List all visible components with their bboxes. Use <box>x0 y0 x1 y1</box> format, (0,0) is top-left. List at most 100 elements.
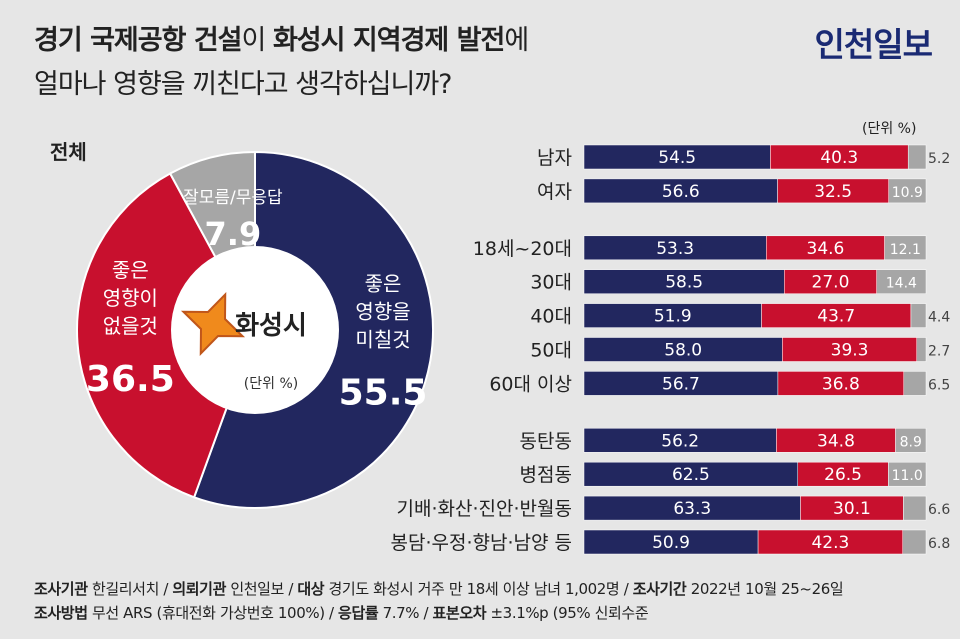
bar-segment <box>907 144 927 170</box>
bar-segment <box>757 529 903 555</box>
bar-row: 병점동 62.5 26.5 11.0 <box>520 461 927 487</box>
bar-segment <box>583 337 783 362</box>
pie-title: 전체 <box>50 140 87 164</box>
bar-segment <box>910 303 927 328</box>
footer-line-2: 조사방법 무선 ARS (휴대전화 가상번호 100%) / 응답률 7.7% … <box>34 602 649 623</box>
bar-value-label: 10.9 <box>892 185 923 201</box>
category-label: 60대 이상 <box>489 373 572 395</box>
chart-subtitle: 얼마나 영향을 끼친다고 생각하십니까? <box>34 69 453 100</box>
bar-segment <box>777 178 889 204</box>
footer-value: 한길리서치 / <box>87 580 173 598</box>
bar-value-label: 56.6 <box>662 182 700 202</box>
bar-value-label: 6.5 <box>928 377 950 393</box>
bar-row: 18세~20대 53.3 34.6 12.1 <box>473 235 927 261</box>
bar-segment <box>895 428 927 453</box>
bar-segment <box>888 461 927 487</box>
bar-segment <box>782 337 918 362</box>
bar-segment <box>884 235 927 261</box>
category-label: 병점동 <box>520 464 572 486</box>
bar-segment <box>583 178 778 204</box>
bar-value-label: 34.6 <box>807 239 845 259</box>
footer-key: 조사기관 <box>34 580 88 598</box>
bar-value-label: 2.7 <box>928 344 950 360</box>
pie-center-unit: (단위 %) <box>244 376 298 392</box>
bar-unit-label: (단위 %) <box>862 121 917 137</box>
bar-segment <box>797 461 889 487</box>
bar-row: 50대 58.0 39.3 2.7 <box>530 337 950 362</box>
footer-key: 조사기간 <box>632 580 687 598</box>
bar-value-label: 63.3 <box>673 499 711 519</box>
bar-value-label: 53.3 <box>656 239 694 259</box>
pie-slice-name: 좋은 <box>112 258 149 282</box>
footer-key: 의뢰기관 <box>172 580 226 598</box>
pie-slice-name: 잘모름/무응답 <box>183 188 283 208</box>
pie-center-label: 화성시 <box>235 311 307 341</box>
bar-row: 기배·화산·진안·반월동 63.3 30.1 6.6 <box>397 495 950 521</box>
category-label: 18세~20대 <box>473 238 572 260</box>
footer-value: 경기도 화성시 거주 만 18세 이상 남녀 1,002명 / <box>324 580 633 598</box>
bar-segment <box>761 303 912 328</box>
category-label: 동탄동 <box>520 430 572 452</box>
bar-value-label: 27.0 <box>812 273 850 293</box>
category-label: 여자 <box>537 181 572 203</box>
bar-value-label: 26.5 <box>824 465 862 485</box>
bar-segment <box>784 269 877 294</box>
bar-value-label: 32.5 <box>814 182 852 202</box>
bar-value-label: 8.9 <box>900 434 922 450</box>
category-label: 30대 <box>530 272 572 294</box>
bar-segment <box>777 371 905 396</box>
title-part-1: 경기 국제공항 건설 <box>34 25 243 56</box>
bar-value-label: 11.0 <box>892 468 923 484</box>
bar-value-label: 4.4 <box>928 310 950 326</box>
bar-segment <box>583 529 759 555</box>
footer-value: 무선 ARS (휴대전화 가상번호 100%) / <box>87 604 339 622</box>
bar-row: 40대 51.9 43.7 4.4 <box>530 303 950 328</box>
pie-slice-value: 55.5 <box>339 373 428 414</box>
footer-value: 인천일보 / <box>225 580 298 598</box>
bar-value-label: 50.9 <box>652 533 690 553</box>
bar-row: 봉담·우정·향남·남양 등 50.9 42.3 6.8 <box>391 529 950 555</box>
bar-value-label: 42.3 <box>811 533 849 553</box>
bar-value-label: 56.7 <box>662 374 700 394</box>
pie-slice-name: 영향이 <box>103 286 158 310</box>
bar-segment <box>583 371 779 396</box>
bar-segment <box>916 337 927 362</box>
bar-row: 60대 이상 56.7 36.8 6.5 <box>489 371 950 396</box>
footer-key: 응답률 <box>338 604 379 622</box>
pie-slice-name: 미칠것 <box>355 328 410 352</box>
footer-line-1: 조사기관 한길리서치 / 의뢰기관 인천일보 / 대상 경기도 화성시 거주 만… <box>34 578 844 599</box>
newspaper-logo: 인천일보 <box>814 25 933 64</box>
bar-value-label: 6.8 <box>928 536 950 552</box>
title-part-4: 에 <box>504 25 529 56</box>
category-label: 남자 <box>537 147 572 169</box>
title-part-2: 이 <box>241 25 273 56</box>
footer-key: 표본오차 <box>432 604 487 622</box>
bar-value-label: 56.2 <box>661 431 699 451</box>
bar-segment <box>888 178 927 204</box>
bar-segment <box>583 144 771 170</box>
bar-segment <box>902 529 927 555</box>
bar-value-label: 14.4 <box>886 276 917 292</box>
bar-row: 동탄동 56.2 34.8 8.9 <box>520 428 927 453</box>
bar-segment <box>800 495 904 521</box>
pie-slice-name: 좋은 <box>365 272 402 296</box>
bar-value-label: 43.7 <box>817 307 855 327</box>
pie-slice-value: 36.5 <box>86 359 175 400</box>
footer-key: 조사방법 <box>34 604 88 622</box>
donut-hole <box>171 246 339 414</box>
pie-slice-name: 영향을 <box>355 300 410 324</box>
bar-row: 여자 56.6 32.5 10.9 <box>537 178 927 204</box>
chart-title: 경기 국제공항 건설이 화성시 지역경제 발전에 <box>34 18 529 57</box>
bar-value-label: 39.3 <box>831 341 869 361</box>
bar-value-label: 6.6 <box>928 502 950 518</box>
bar-value-label: 54.5 <box>658 148 696 168</box>
bar-segment <box>583 303 762 328</box>
bar-value-label: 40.3 <box>820 148 858 168</box>
bar-segment <box>876 269 927 294</box>
pie-slice-name: 없을것 <box>103 314 158 338</box>
footer-value: 2022년 10월 25~26일 <box>686 580 844 598</box>
bar-value-label: 58.5 <box>665 273 703 293</box>
bar-value-label: 34.8 <box>817 431 855 451</box>
